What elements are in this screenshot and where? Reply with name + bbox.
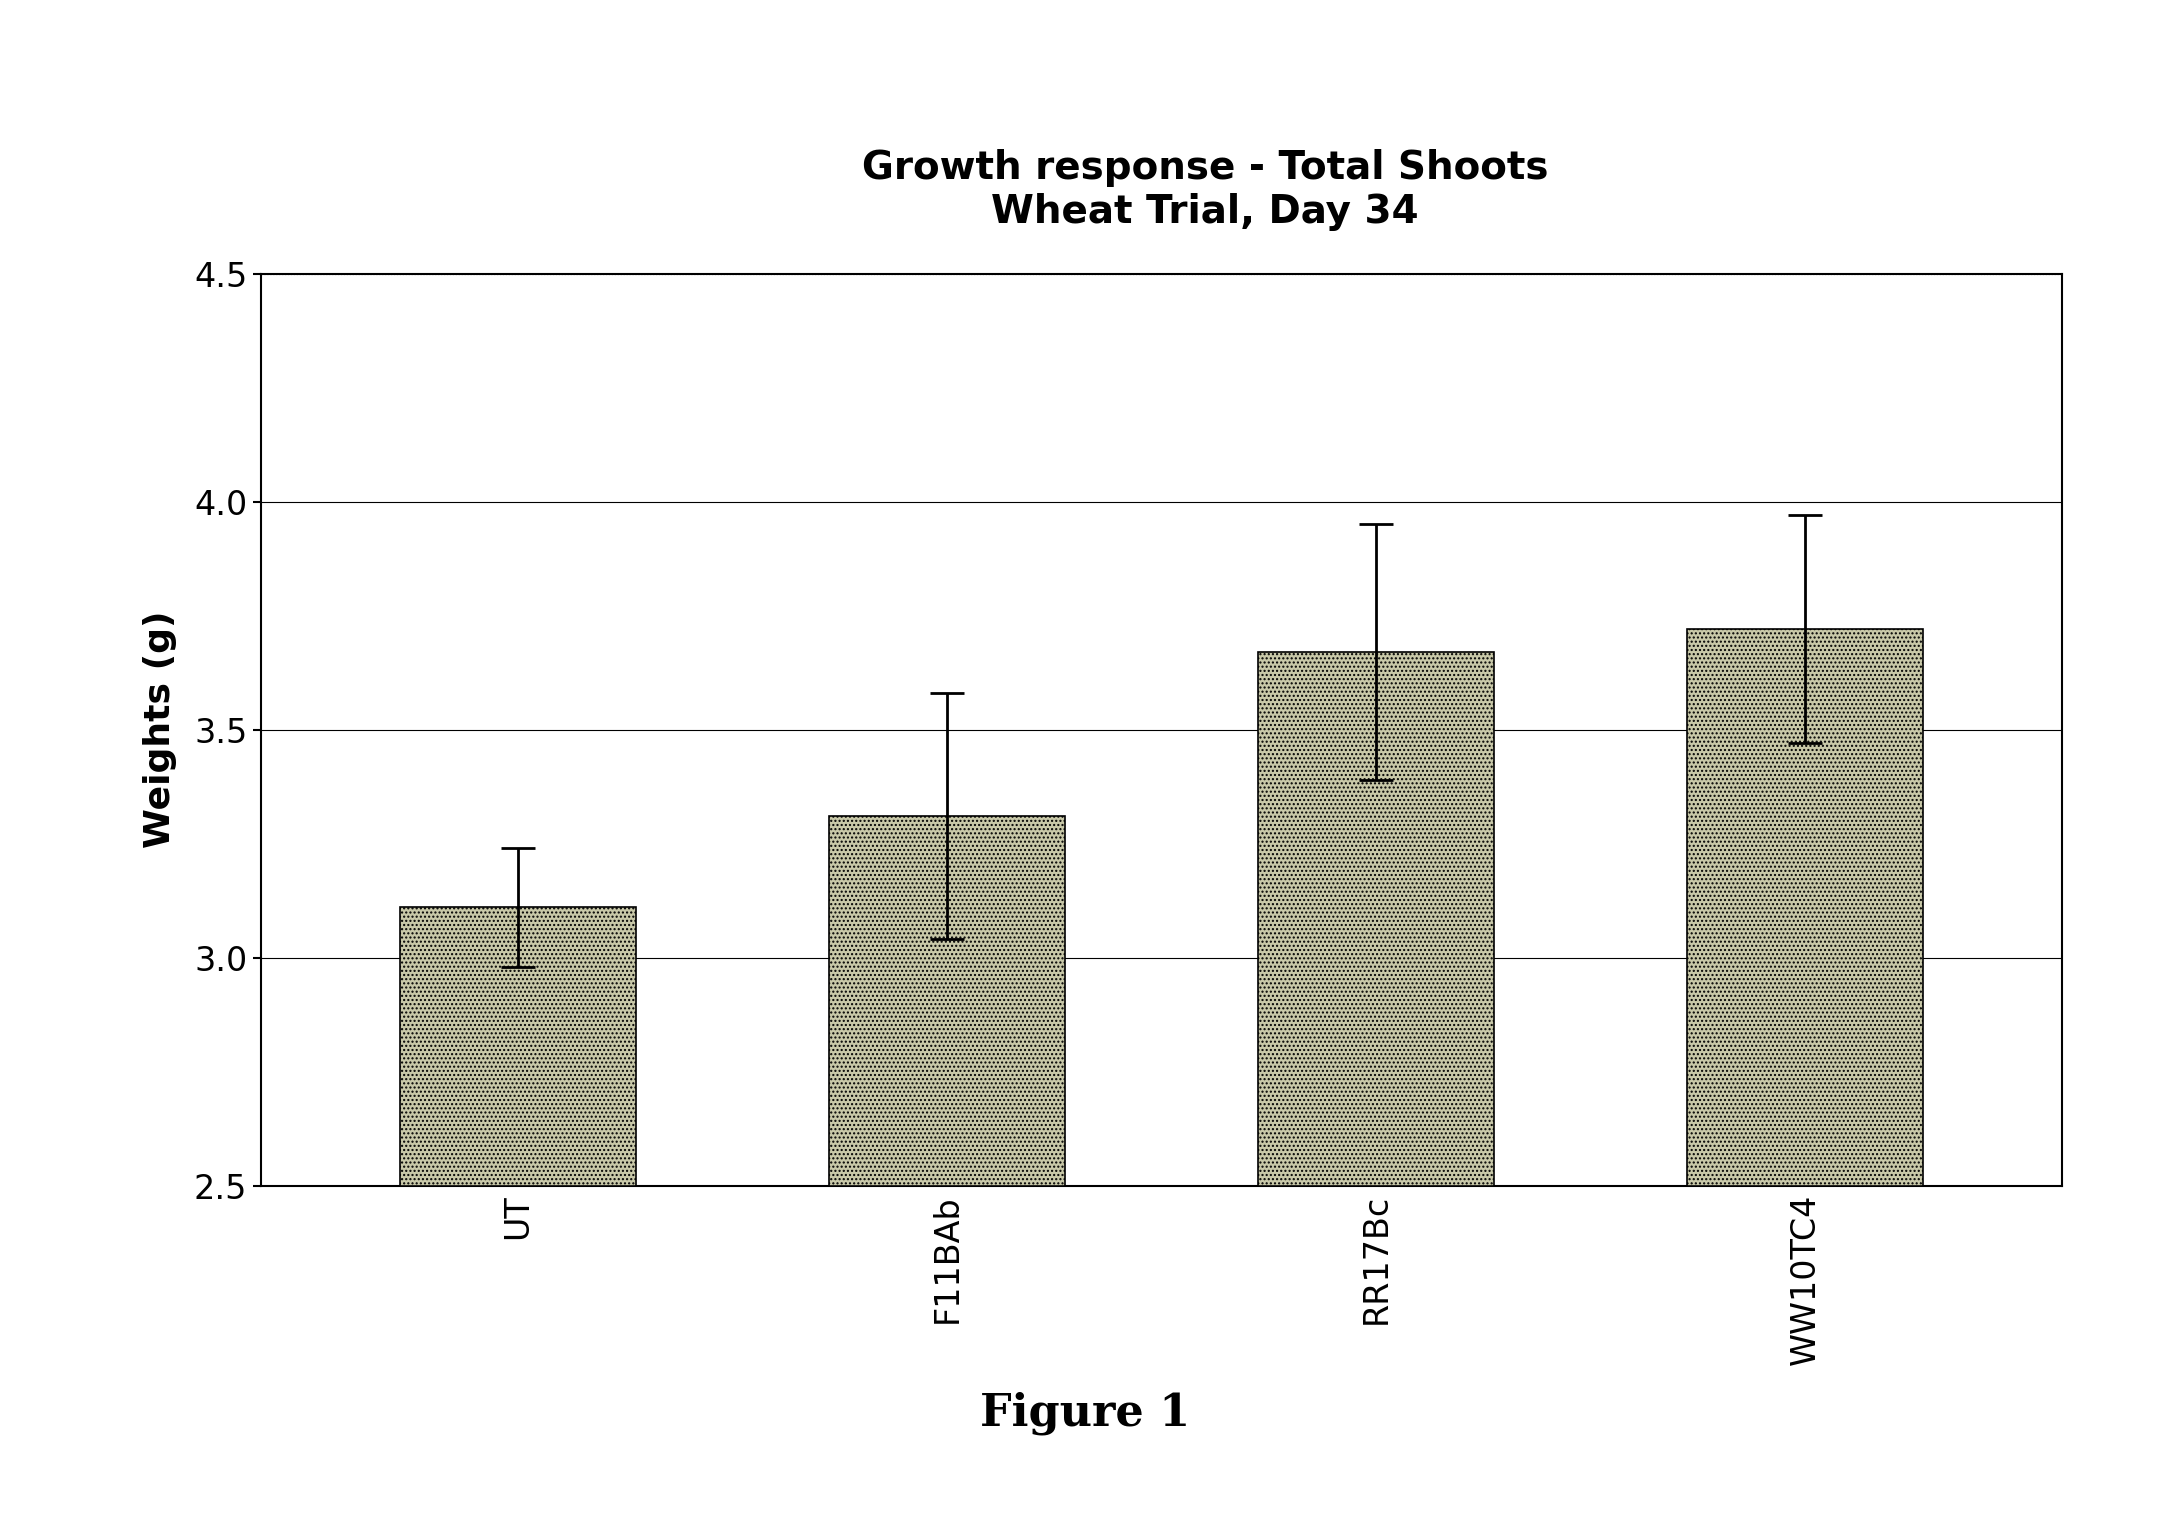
Text: Growth response - Total Shoots
Wheat Trial, Day 34: Growth response - Total Shoots Wheat Tri… [862,149,1548,231]
Bar [829,816,1066,1186]
Y-axis label: Weights (g): Weights (g) [143,611,178,848]
Text: Figure 1: Figure 1 [981,1392,1190,1435]
Bar [1687,629,1924,1186]
Bar [399,907,636,1186]
Bar [1257,652,1494,1186]
